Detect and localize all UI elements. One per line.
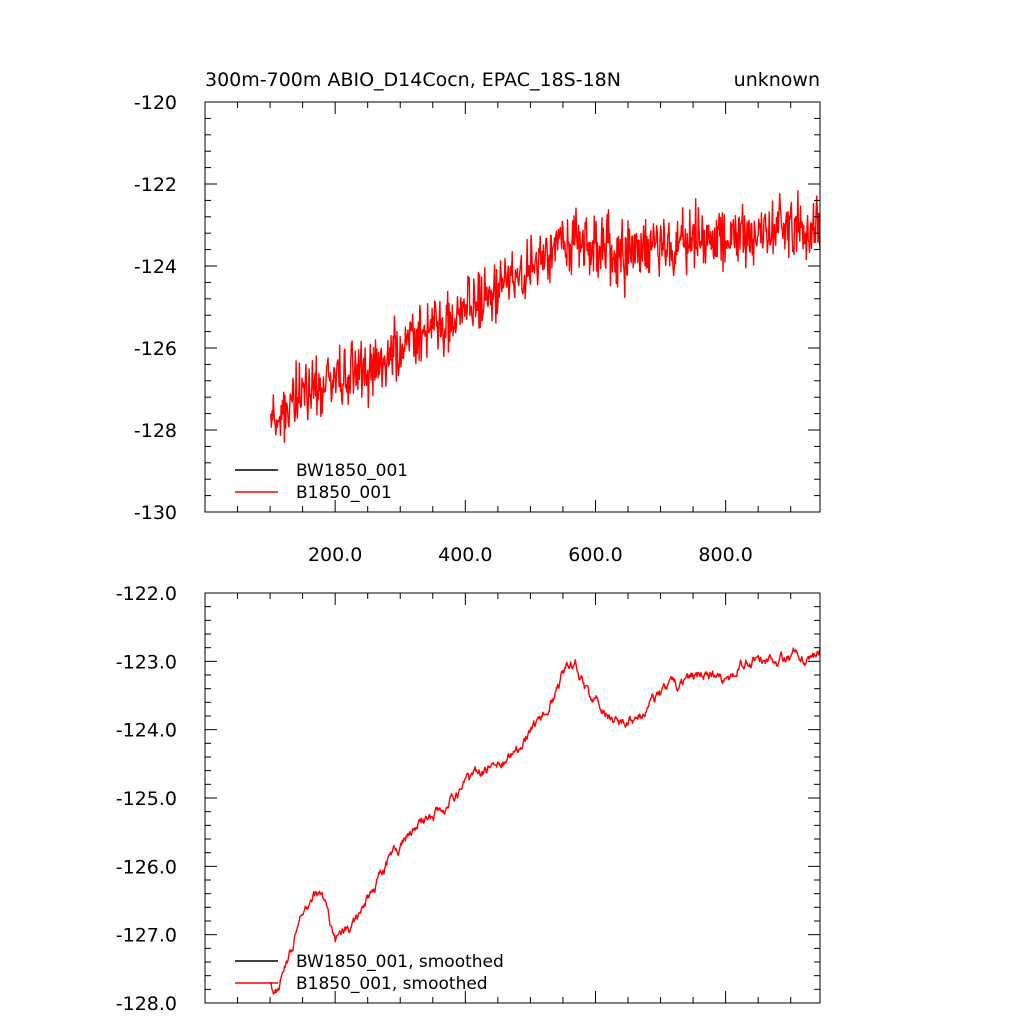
y-tick-label: -122: [134, 174, 177, 196]
top-chart-right-title: unknown: [734, 69, 820, 91]
x-tick-label: 800.0: [698, 544, 752, 566]
legend-label-bw1850-001: BW1850_001: [296, 461, 408, 481]
y-tick-label: -124.0: [116, 720, 177, 742]
y-tick-label: -122.0: [116, 583, 177, 605]
x-tick-label: 600.0: [568, 544, 622, 566]
bottom-chart: -128.0 -127.0 -126.0 -125.0 -124.0 -123.0 -122…: [116, 583, 821, 1015]
bottom-chart-frame: [204, 592, 821, 1004]
top-chart-series-layer: [270, 189, 821, 443]
y-tick-label: -128.0: [116, 993, 177, 1015]
y-tick-label: -128: [134, 420, 177, 442]
top-chart-title: 300m-700m ABIO_D14Cocn, EPAC_18S-18N: [205, 69, 621, 91]
top-chart-ticks: -130 -128 -126 -124 -122 -120 200.0 400.0 600.0 8…: [134, 92, 820, 566]
y-tick-label: -130: [134, 502, 177, 524]
top-chart-frame: [204, 101, 821, 513]
y-tick-label: -127.0: [116, 925, 177, 947]
y-tick-label: -126: [134, 338, 177, 360]
legend-label-b1850-001-smoothed: B1850_001, smoothed: [296, 974, 488, 994]
y-tick-label: -124: [134, 256, 177, 278]
legend-label-b1850-001: B1850_001: [296, 483, 392, 503]
bottom-chart-series-layer: [270, 647, 821, 995]
series-line-b1850-001-smoothed: [270, 647, 821, 995]
y-tick-label: -120: [134, 92, 177, 114]
top-chart: 300m-700m ABIO_D14Cocn, EPAC_18S-18N unk…: [134, 69, 821, 566]
legend-label-bw1850-001-smoothed: BW1850_001, smoothed: [296, 952, 504, 972]
bottom-chart-ticks: -128.0 -127.0 -126.0 -125.0 -124.0 -123.0 -122…: [116, 583, 820, 1015]
series-line-b1850-001: [270, 189, 821, 443]
x-tick-label: 400.0: [438, 544, 492, 566]
top-chart-legend: BW1850_001 B1850_001: [235, 461, 408, 503]
bottom-chart-legend: BW1850_001, smoothed B1850_001, smoothed: [235, 952, 504, 994]
x-tick-label: 200.0: [308, 544, 362, 566]
y-tick-label: -123.0: [116, 651, 177, 673]
y-tick-label: -125.0: [116, 788, 177, 810]
y-tick-label: -126.0: [116, 856, 177, 878]
